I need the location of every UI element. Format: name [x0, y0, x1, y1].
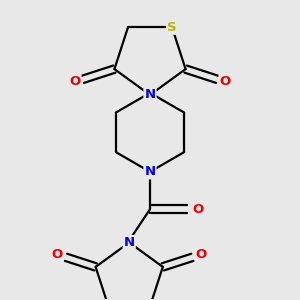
Text: O: O — [196, 248, 207, 261]
Text: N: N — [144, 165, 156, 178]
Text: O: O — [51, 248, 63, 261]
Text: S: S — [167, 21, 177, 34]
Text: N: N — [144, 88, 156, 101]
Text: O: O — [192, 203, 203, 216]
Text: N: N — [124, 236, 135, 249]
Text: O: O — [69, 75, 80, 88]
Text: O: O — [220, 75, 231, 88]
